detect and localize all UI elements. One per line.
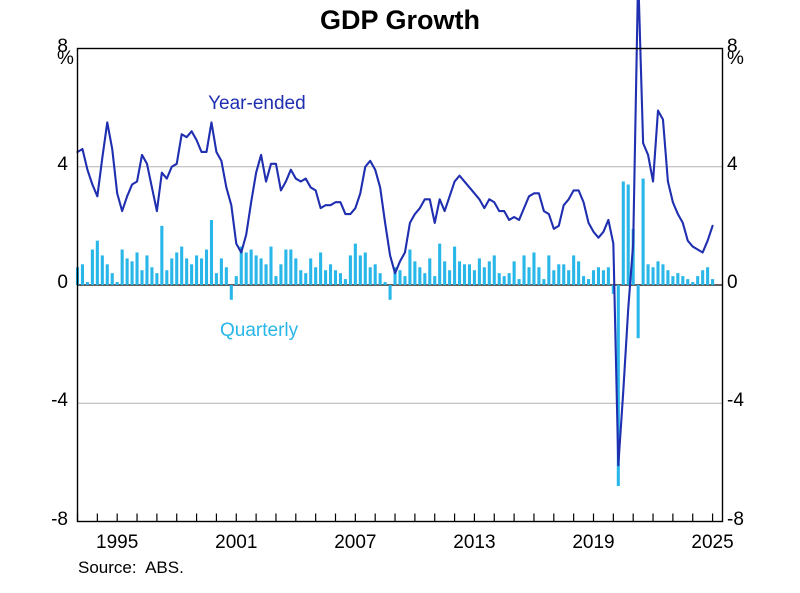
y-tick-label-right: 0 bbox=[727, 272, 738, 293]
y-tick-label-right: 4 bbox=[727, 153, 738, 175]
source-note: Source: ABS. bbox=[78, 558, 184, 577]
series-annotation-year-ended: Year-ended bbox=[208, 92, 306, 114]
y-tick-label-left: -4 bbox=[51, 390, 68, 412]
x-tick-label: 2013 bbox=[453, 531, 496, 553]
y-tick-label-left: 4 bbox=[57, 153, 68, 175]
chart-title: GDP Growth bbox=[319, 5, 480, 35]
x-tick-label: 2001 bbox=[215, 531, 258, 553]
x-tick-label: 1995 bbox=[96, 531, 139, 553]
x-tick-label: 2007 bbox=[334, 531, 377, 553]
y-tick-label-right: 8 bbox=[727, 35, 738, 57]
y-axis-unit-right: % bbox=[727, 48, 744, 69]
y-tick-label-left: 8 bbox=[57, 35, 68, 57]
y-tick-label-right: -8 bbox=[727, 508, 744, 530]
x-tick-label: 2025 bbox=[691, 531, 734, 553]
y-tick-label-left: 0 bbox=[57, 272, 68, 293]
series-annotation-quarterly: Quarterly bbox=[220, 320, 299, 342]
y-tick-label-right: -4 bbox=[727, 390, 744, 412]
y-tick-label-left: -8 bbox=[51, 508, 68, 530]
y-axis-unit-left: % bbox=[57, 48, 74, 69]
x-tick-label: 2019 bbox=[572, 531, 615, 553]
